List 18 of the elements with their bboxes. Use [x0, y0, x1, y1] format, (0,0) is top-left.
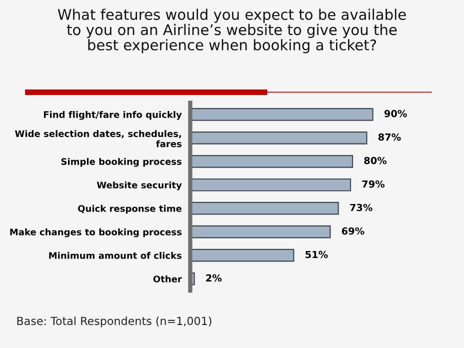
y-tick-label: Simple booking process — [61, 158, 182, 167]
data-label: 69% — [342, 227, 364, 235]
text: Base: Total Respondents (n=1,001) — [17, 316, 212, 328]
y-tick-label: Quick response time — [78, 204, 182, 214]
y-tick-label: Website security — [96, 181, 182, 190]
data-label: 80% — [364, 156, 387, 164]
y-tick-label: Make changes to booking process — [10, 228, 182, 238]
y-tick-label: Find flight/fare info quickly — [44, 110, 182, 120]
data-label: 90% — [384, 110, 407, 118]
data-label: 2% — [206, 274, 222, 282]
data-label: 73% — [350, 204, 372, 212]
y-tick-label: Other — [153, 275, 182, 282]
data-label: 79% — [362, 180, 385, 188]
y-tick-label: Wide selection dates, schedules, fares — [15, 130, 182, 148]
data-label: 51% — [306, 250, 328, 258]
data-label: 87% — [378, 133, 401, 141]
chart-title: What features would you expect to be available to you on an Airline’s website to give you the best experience when booking a ticket? — [58, 8, 406, 54]
y-tick-label: Minimum amount of clicks — [49, 252, 182, 259]
